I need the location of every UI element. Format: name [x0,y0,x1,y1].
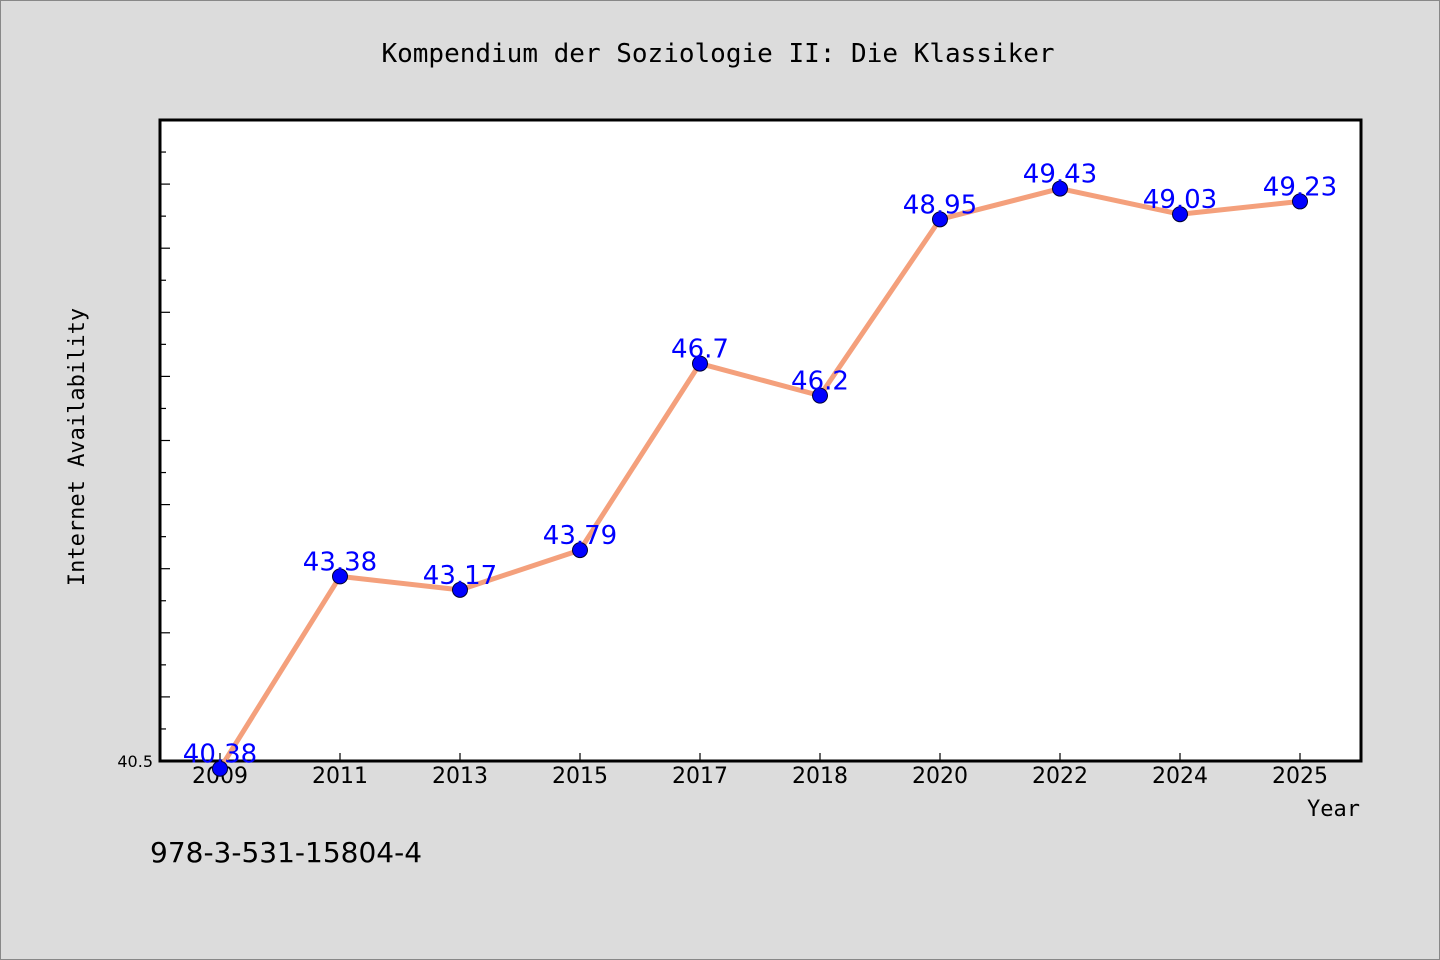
data-label: 48.95 [903,190,977,220]
y-axis-min-label: 40.5 [117,752,153,771]
x-tick-label: 2013 [432,764,488,789]
data-point [212,760,228,777]
data-label: 46.7 [671,335,729,365]
data-point [332,568,348,585]
x-axis-label: Year [1307,797,1360,822]
series-line [217,186,1303,772]
data-point [692,355,708,372]
series-markers [212,180,1308,777]
plot-area [158,118,1363,763]
x-tick-label: 2011 [312,764,368,789]
data-labels: 40.38 43.38 43.17 43.79 46.7 46.2 48.95 49.43 49… [183,160,1337,770]
data-label: 40.38 [183,740,257,770]
x-tick-label: 2018 [792,764,848,789]
x-tick-label: 2017 [672,764,728,789]
data-label: 43.38 [303,547,377,577]
y-axis-label: Internet Availability [65,308,90,586]
data-label: 49.23 [1263,172,1337,202]
x-tick-label: 2025 [1272,764,1328,789]
x-axis-tick-labels: 2009201120132015201720182020202220242025 [192,764,1328,789]
x-tick-label: 2015 [552,764,608,789]
data-point [1052,180,1068,197]
data-point [452,581,468,598]
series-line-path [217,186,1303,772]
data-label: 49.43 [1023,160,1097,190]
data-label: 43.79 [543,521,617,551]
data-point [572,542,588,559]
chart-title: Kompendium der Soziologie II: Die Klassi… [381,39,1054,69]
x-tick-label: 2022 [1032,764,1088,789]
y-axis-ticks [160,119,170,762]
data-point [812,387,828,404]
data-label: 49.03 [1143,185,1217,215]
data-point [932,211,948,228]
data-point [1292,193,1308,210]
data-label: 46.2 [791,367,849,397]
data-label: 43.17 [423,561,497,591]
data-point [1172,206,1188,223]
x-axis-ticks [219,753,1301,761]
isbn-text: 978-3-531-15804-4 [150,836,422,869]
x-tick-label: 2024 [1152,764,1208,789]
x-tick-label: 2020 [912,764,968,789]
